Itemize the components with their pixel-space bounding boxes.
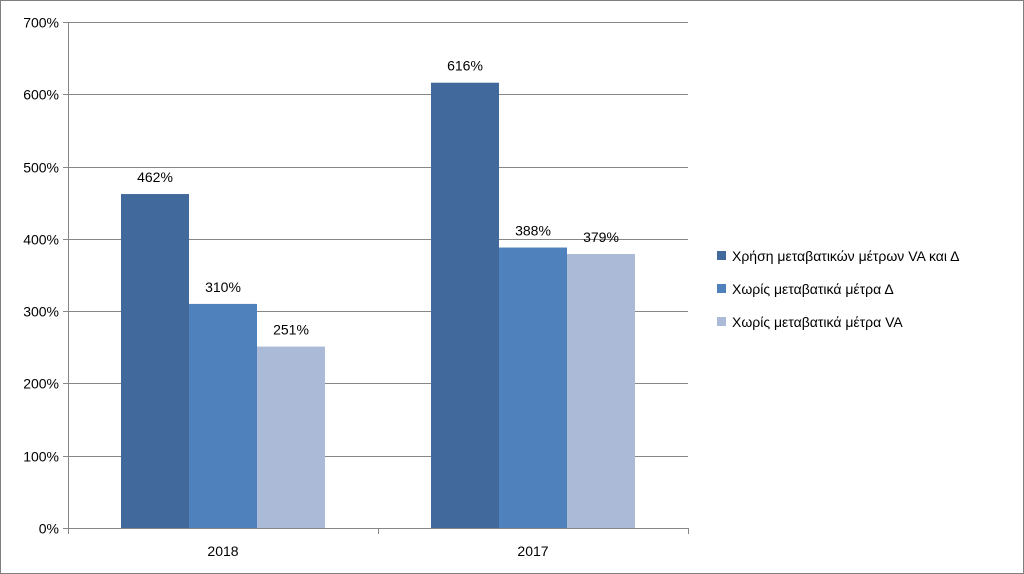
y-tick-label: 500%	[23, 160, 59, 176]
bar	[567, 254, 635, 528]
bar	[431, 82, 499, 528]
data-label: 310%	[205, 279, 241, 295]
data-label: 379%	[583, 229, 619, 245]
x-tick-label: 2017	[517, 543, 548, 559]
x-tick-label: 2018	[207, 543, 238, 559]
y-tick-label: 200%	[23, 376, 59, 392]
legend-swatch	[717, 251, 726, 260]
legend-entry: Χρήση μεταβατικών μέτρων VA και Δ	[732, 248, 959, 264]
y-tick-label: 700%	[23, 15, 59, 31]
bar	[257, 346, 325, 528]
tick-labels: 0% 100% 200% 300% 400% 500% 600% 700% 2018 2017	[23, 15, 549, 560]
y-tick-label: 100%	[23, 449, 59, 465]
legend-entry: Χωρίς μεταβατικά μέτρα Δ	[732, 281, 894, 297]
legend-swatch	[717, 284, 726, 293]
axes	[63, 22, 689, 534]
y-tick-label: 0%	[39, 521, 59, 537]
data-label: 462%	[137, 169, 173, 185]
bar	[499, 247, 567, 528]
legend: Χρήση μεταβατικών μέτρων VA και Δ Χωρίς μ…	[717, 248, 959, 330]
y-tick-label: 600%	[23, 87, 59, 103]
y-tick-label: 300%	[23, 304, 59, 320]
data-label: 616%	[447, 58, 483, 74]
data-labels: 462% 310% 251% 616% 388% 379%	[137, 58, 619, 338]
bar	[189, 303, 257, 528]
legend-swatch	[717, 317, 726, 326]
y-tick-label: 400%	[23, 232, 59, 248]
bars	[121, 82, 635, 529]
data-label: 388%	[515, 223, 551, 239]
legend-entry: Χωρίς μεταβατικά μέτρα VA	[732, 314, 903, 330]
bar	[121, 194, 189, 529]
data-label: 251%	[273, 322, 309, 338]
